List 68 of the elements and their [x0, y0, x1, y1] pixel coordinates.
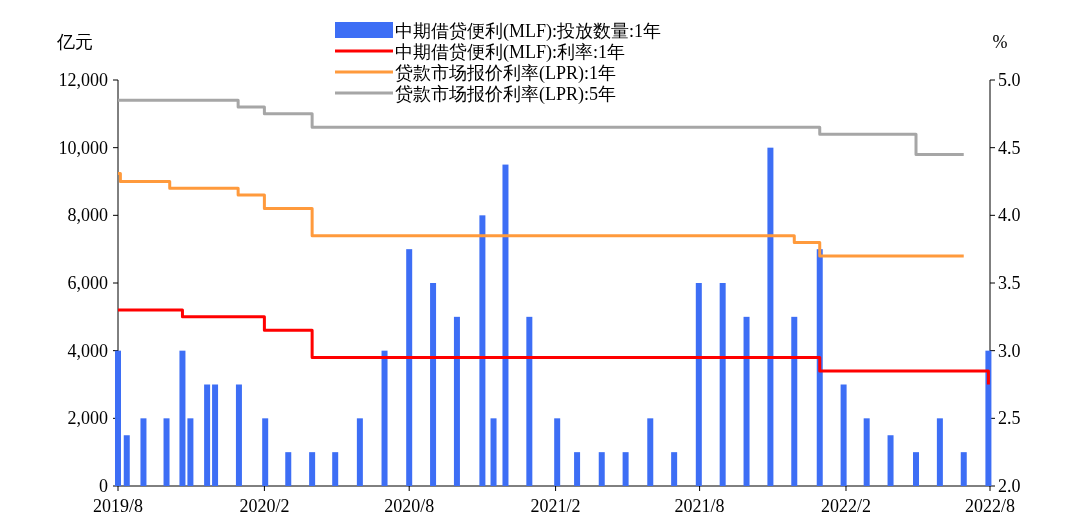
- bar: [695, 283, 702, 486]
- bar: [743, 316, 750, 486]
- bar: [767, 147, 774, 486]
- bar: [840, 384, 847, 486]
- bar: [430, 283, 437, 486]
- x-tick-label: 2021/2: [530, 496, 581, 516]
- bar: [123, 435, 130, 486]
- bar: [816, 249, 823, 486]
- y-tick-label: 6,000: [67, 273, 108, 293]
- y2-tick-label: 2.0: [998, 476, 1021, 496]
- bar: [490, 418, 497, 486]
- x-tick-label: 2020/8: [384, 496, 435, 516]
- bar: [187, 418, 194, 486]
- bar: [381, 350, 388, 486]
- bar: [622, 452, 629, 486]
- bar: [671, 452, 678, 486]
- bar: [262, 418, 269, 486]
- y2-tick-label: 3.5: [998, 273, 1021, 293]
- y2-tick-label: 3.0: [998, 340, 1021, 361]
- bar: [140, 418, 147, 486]
- bar: [453, 316, 460, 486]
- bar: [235, 384, 242, 486]
- y-tick-label: 0: [99, 476, 108, 496]
- x-tick-label: 2019/8: [92, 496, 144, 516]
- bar: [332, 452, 339, 486]
- y-axis-title: 亿元: [56, 32, 93, 52]
- y2-tick-label: 4.0: [998, 205, 1021, 226]
- bar: [163, 418, 170, 486]
- y2-axis-title: %: [992, 32, 1008, 52]
- y-tick-label: 4,000: [67, 340, 108, 361]
- legend-label: 贷款市场报价利率(LPR):5年: [395, 84, 617, 105]
- y-tick-label: 8,000: [67, 205, 108, 226]
- legend-label: 贷款市场报价利率(LPR):1年: [395, 63, 617, 84]
- bar: [406, 249, 413, 486]
- bar: [863, 418, 870, 486]
- bar: [309, 452, 316, 486]
- bar: [936, 418, 943, 486]
- x-tick-label: 2020/2: [239, 496, 290, 516]
- bar: [502, 164, 509, 486]
- x-tick-label: 2021/8: [674, 496, 725, 516]
- bar: [985, 350, 992, 486]
- y-tick-label: 12,000: [58, 70, 108, 90]
- bar: [356, 418, 363, 486]
- x-tick-label: 2022/2: [820, 496, 871, 516]
- bar: [212, 384, 219, 486]
- bar: [285, 452, 292, 486]
- bar: [647, 418, 654, 486]
- bar: [179, 350, 186, 486]
- bar: [554, 418, 561, 486]
- bar: [115, 350, 121, 486]
- bar: [791, 316, 798, 486]
- bar: [598, 452, 605, 486]
- legend-label: 中期借贷便利(MLF):投放数量:1年: [395, 21, 662, 42]
- x-tick-label: 2022/8: [964, 496, 1016, 516]
- bar: [719, 283, 726, 486]
- bar: [204, 384, 211, 486]
- y2-tick-label: 2.5: [998, 408, 1021, 429]
- bar: [913, 452, 920, 486]
- y-tick-label: 10,000: [58, 137, 108, 158]
- bar: [887, 435, 894, 486]
- y2-tick-label: 4.5: [998, 137, 1021, 158]
- bar: [960, 452, 967, 486]
- bar: [526, 316, 533, 486]
- bar: [479, 215, 486, 486]
- y2-tick-label: 5.0: [998, 70, 1021, 90]
- y-tick-label: 2,000: [67, 408, 108, 429]
- bar: [574, 452, 581, 486]
- legend-label: 中期借贷便利(MLF):利率:1年: [395, 42, 626, 63]
